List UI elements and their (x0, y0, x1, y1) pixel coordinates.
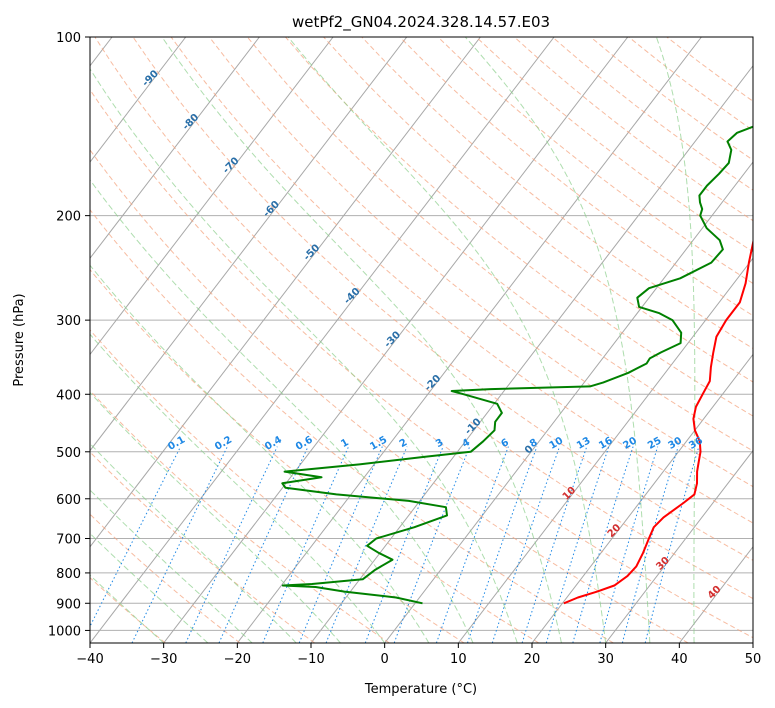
x-tick-label: 10 (450, 652, 467, 667)
x-tick-label: 30 (597, 652, 614, 667)
plot-frame (89, 36, 754, 644)
mixing-ratio-label: 3 (434, 437, 446, 450)
isotherm-line (531, 353, 753, 643)
mixing-ratio-line (90, 446, 182, 628)
x-tick-label: 40 (671, 652, 688, 667)
moist-adiabat-line (161, 37, 562, 643)
temperature-line (563, 239, 753, 605)
moist-adiabat-line (287, 37, 607, 643)
moist-adiabat-line (90, 391, 341, 643)
mixing-ratio-line (644, 446, 700, 643)
isotherm-line (90, 37, 481, 548)
y-tick-label: 600 (56, 493, 81, 508)
x-tick-label: −10 (297, 652, 324, 667)
dry-adiabat-line (90, 389, 390, 643)
moist-adiabat-line (90, 442, 297, 643)
moist-adiabat-line (90, 264, 430, 643)
y-tick-label: 300 (56, 314, 81, 329)
isotherm-line (90, 37, 408, 452)
mixing-ratio-line (435, 446, 509, 643)
isotherm-line (90, 37, 260, 260)
x-tick-label: 20 (524, 652, 541, 667)
grid-lines (90, 37, 753, 643)
y-axis-label: Pressure (hPa) (12, 293, 27, 386)
isotherm-line (90, 37, 187, 163)
isotherm-line (90, 37, 334, 356)
mixing-ratio-lines (90, 446, 700, 643)
mixing-ratio-line (298, 446, 383, 643)
x-tick-label: −30 (150, 652, 177, 667)
x-tick-label: −40 (76, 652, 103, 667)
dry-adiabat-line (170, 37, 753, 524)
isotherm-line (457, 257, 753, 643)
mixing-ratio-line (262, 446, 350, 643)
mixing-ratio-label: 2 (398, 437, 410, 450)
y-tick-label: 400 (56, 388, 81, 403)
x-axis: −40 −30 −20 −10 0 10 20 30 40 50 (76, 643, 761, 667)
isotherm-line (90, 37, 555, 643)
y-tick-label: 200 (56, 210, 81, 225)
moist-adiabat-line (90, 67, 518, 643)
dry-adiabat-line (208, 37, 753, 488)
mixing-ratio-line (572, 446, 634, 643)
x-axis-label: Temperature (°C) (364, 682, 477, 697)
mixing-ratio-line (467, 446, 538, 643)
isotherm-line (310, 65, 753, 643)
mixing-ratio-line (393, 446, 471, 643)
dewpoint-line (281, 125, 753, 605)
mixing-ratio-label: 6 (499, 437, 511, 450)
moist-adiabat-line (90, 333, 386, 643)
dry-adiabat-line (285, 37, 753, 417)
mixing-ratio-line (545, 446, 610, 643)
dry-adiabat-line (132, 37, 753, 561)
mixing-ratio-label: 1 (339, 437, 351, 450)
dry-adiabat-line (90, 149, 689, 643)
mixing-ratio-line (521, 446, 588, 643)
y-tick-label: 900 (56, 597, 81, 612)
dry-adiabat-line (90, 577, 166, 643)
mixing-ratio-line (621, 446, 679, 643)
isotherm-line (236, 37, 702, 643)
x-tick-label: 50 (745, 652, 762, 667)
chart-title: wetPf2_GN04.2024.328.14.57.E03 (292, 13, 550, 32)
dry-adiabat-line (90, 268, 540, 643)
y-tick-label: 100 (56, 31, 81, 46)
dry-adiabat-line (90, 208, 614, 643)
mixing-ratio-line (131, 446, 228, 643)
y-tick-label: 800 (56, 567, 81, 582)
y-tick-label: 700 (56, 533, 81, 548)
moist-adiabat-line (90, 179, 474, 643)
dry-adiabat-line (323, 37, 753, 383)
dry-adiabat-line (90, 513, 241, 643)
dry-adiabat-line (399, 37, 753, 317)
mixing-ratio-line (491, 446, 561, 643)
sounding-profiles (281, 125, 753, 605)
mixing-ratio-label: 4 (461, 437, 473, 450)
dry-adiabat-line (94, 37, 753, 600)
dry-adiabat-line (437, 37, 753, 285)
dry-adiabat-line (90, 329, 465, 643)
y-tick-label: 1000 (48, 624, 81, 639)
y-axis: 100 200 300 400 500 600 700 800 900 1000 (48, 31, 90, 639)
moist-adiabat-line (655, 37, 696, 643)
mixing-ratio-label: 8 (528, 437, 540, 450)
dry-adiabat-line (90, 451, 315, 643)
x-tick-label: −20 (224, 652, 251, 667)
x-tick-label: 0 (381, 652, 389, 667)
isotherm-line (384, 161, 753, 643)
y-tick-label: 500 (56, 446, 81, 461)
mixing-ratio-line (599, 446, 659, 643)
moist-adiabat-line (464, 37, 651, 643)
isotherm-line (605, 449, 753, 643)
